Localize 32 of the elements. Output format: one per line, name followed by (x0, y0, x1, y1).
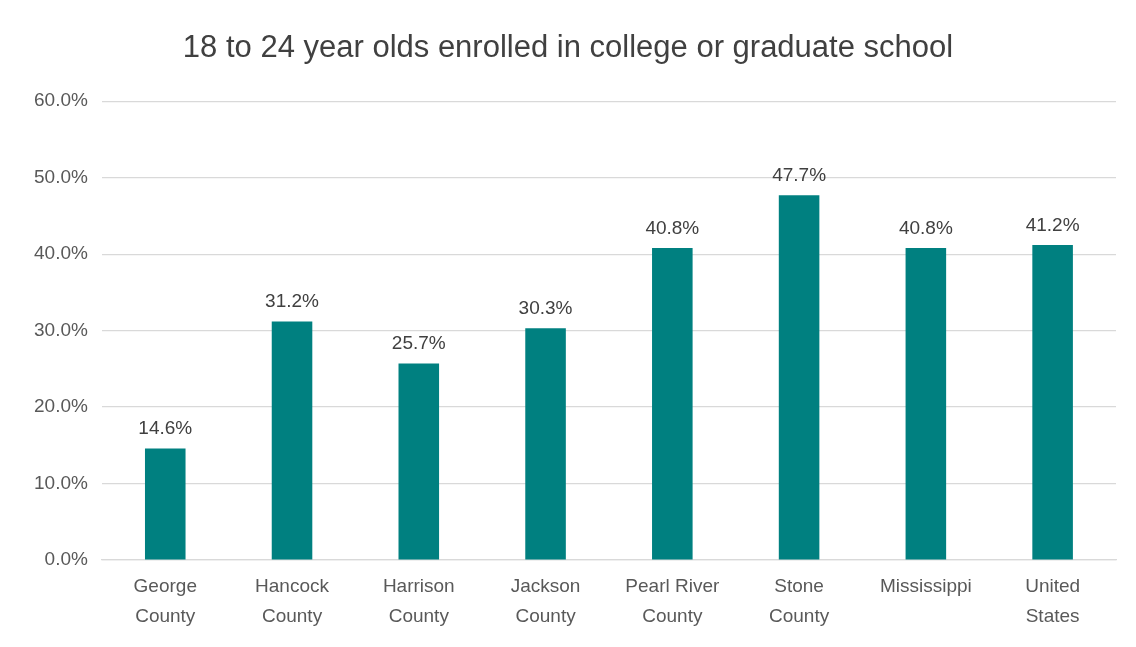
bar (144, 448, 186, 560)
x-tick-label: Stone County (768, 575, 830, 626)
data-label: 25.7% (391, 332, 446, 354)
x-tick-label: Harrison County (382, 575, 455, 626)
y-tick-label: 30.0% (34, 318, 88, 340)
data-label: 47.7% (772, 164, 827, 186)
y-tick-label: 0.0% (44, 548, 88, 570)
chart-title: 18 to 24 year olds enrolled in college or graduate school (182, 29, 954, 65)
x-tick-label: Jackson County (510, 575, 581, 626)
y-tick-label: 50.0% (34, 165, 88, 187)
bar (778, 195, 820, 560)
y-tick-label: 60.0% (34, 89, 88, 111)
x-tick-label: Hancock County (255, 575, 330, 626)
bar (398, 363, 440, 560)
data-label: 30.3% (518, 297, 573, 319)
bar (271, 321, 313, 560)
bar (652, 248, 693, 560)
bar (1032, 244, 1073, 560)
data-label: 41.2% (1025, 213, 1080, 235)
y-tick-label: 40.0% (34, 242, 88, 264)
bar (525, 328, 566, 560)
x-tick-label: George County (133, 575, 197, 626)
y-tick-label: 10.0% (34, 471, 88, 493)
data-label: 40.8% (898, 216, 953, 238)
data-label: 40.8% (645, 216, 700, 238)
data-label: 14.6% (138, 417, 193, 439)
y-tick-label: 20.0% (34, 395, 88, 417)
x-tick-label: United States (1025, 575, 1081, 626)
bar (905, 248, 947, 560)
x-tick-label: Pearl River County (625, 575, 720, 626)
x-tick-label: Mississippi (879, 575, 972, 597)
data-label: 31.2% (265, 290, 320, 312)
